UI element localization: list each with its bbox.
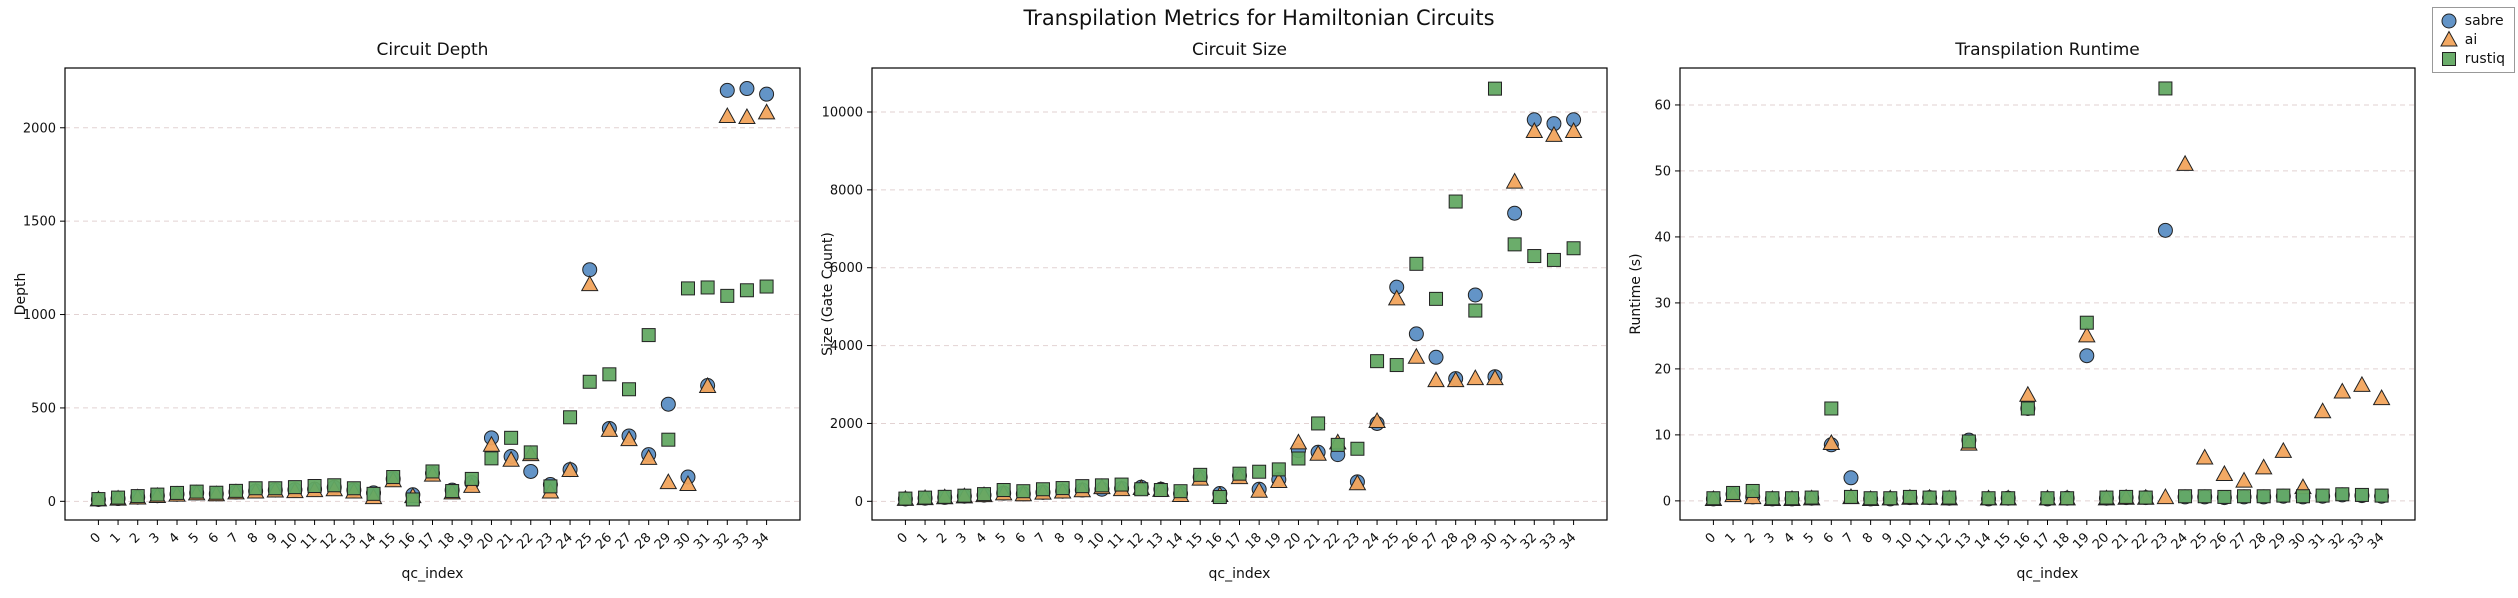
svg-text:1: 1 [914,530,930,546]
svg-text:50: 50 [1654,164,1671,179]
svg-text:4: 4 [973,530,989,546]
legend-label-ai: ai [2464,32,2478,48]
svg-text:60: 60 [1654,98,1671,113]
svg-text:0: 0 [895,530,911,546]
svg-text:30: 30 [1654,296,1671,311]
y-axis-label-runtime: Runtime (s) [1628,253,1644,335]
legend-label-sabre: sabre [2464,13,2504,29]
svg-text:0: 0 [48,495,56,510]
x-axis-label-qc-index: qc_index [1208,566,1271,582]
legend-item-ai: ai [2439,30,2505,48]
square-marker-icon [2441,52,2456,66]
svg-text:2000: 2000 [830,417,863,432]
svg-text:0: 0 [1703,530,1719,546]
x-axis-label-qc-index: qc_index [2016,566,2079,582]
svg-text:6000: 6000 [830,261,863,276]
svg-text:6: 6 [206,530,222,546]
svg-text:7: 7 [1032,530,1048,546]
svg-text:3: 3 [147,530,163,546]
svg-text:9: 9 [265,530,281,546]
subplot-circuit-size: Circuit Size Size (Gate Count) 0 2000 4000… [820,0,1608,598]
svg-text:2: 2 [127,530,143,546]
svg-text:8: 8 [245,530,261,546]
svg-text:0: 0 [88,530,104,546]
svg-text:6: 6 [1013,530,1029,546]
svg-text:7: 7 [1840,530,1856,546]
legend: sabre ai rustiq [2431,7,2515,73]
svg-text:34: 34 [1557,530,1579,552]
svg-text:500: 500 [31,401,56,416]
legend-label-rustiq: rustiq [2464,51,2505,67]
triangle-marker-icon [2439,30,2458,47]
svg-text:1000: 1000 [23,308,56,323]
svg-text:6: 6 [1821,530,1837,546]
svg-text:10: 10 [1654,428,1671,443]
svg-text:34: 34 [750,530,772,552]
legend-item-sabre: sabre [2439,13,2505,29]
svg-text:2000: 2000 [23,121,56,136]
svg-text:4: 4 [166,530,182,546]
svg-text:1: 1 [107,530,123,546]
legend-item-rustiq: rustiq [2439,51,2505,67]
figure-title: Transpilation Metrics for Hamiltonian Ci… [1023,6,1495,30]
subplot-transpilation-runtime: Transpilation Runtime Runtime (s) 0 10 20 3… [1628,0,2416,598]
svg-text:8: 8 [1860,530,1876,546]
svg-text:7: 7 [225,530,241,546]
svg-text:0: 0 [1663,494,1671,509]
y-axis-label-size: Size (Gate Count) [820,232,836,356]
svg-text:8: 8 [1052,530,1068,546]
svg-text:9: 9 [1880,530,1896,546]
svg-text:8000: 8000 [830,183,863,198]
svg-text:5: 5 [186,530,202,546]
subplot-title-circuit-size: Circuit Size [1191,40,1288,60]
svg-text:34: 34 [2365,530,2387,552]
svg-text:5: 5 [1801,530,1817,546]
subplot-title-transpilation-runtime: Transpilation Runtime [1955,40,2140,60]
svg-text:3: 3 [954,530,970,546]
svg-text:9: 9 [1072,530,1088,546]
circle-marker-icon [2441,13,2457,29]
svg-text:1: 1 [1722,530,1738,546]
svg-text:4: 4 [1781,530,1797,546]
svg-text:3: 3 [1762,530,1778,546]
svg-text:0: 0 [855,495,863,510]
svg-text:20: 20 [1654,362,1671,377]
subplot-title-circuit-depth: Circuit Depth [376,40,489,60]
svg-text:1500: 1500 [23,215,56,230]
svg-text:5: 5 [993,530,1009,546]
svg-text:40: 40 [1654,230,1671,245]
svg-text:2: 2 [1742,530,1758,546]
x-axis-label-qc-index: qc_index [401,566,464,582]
svg-text:4000: 4000 [830,339,863,354]
svg-text:2: 2 [934,530,950,546]
subplot-circuit-depth: Circuit Depth Depth 0 500 1000 1500 2000 0 1 2 3… [13,0,801,598]
svg-text:10000: 10000 [822,105,863,120]
